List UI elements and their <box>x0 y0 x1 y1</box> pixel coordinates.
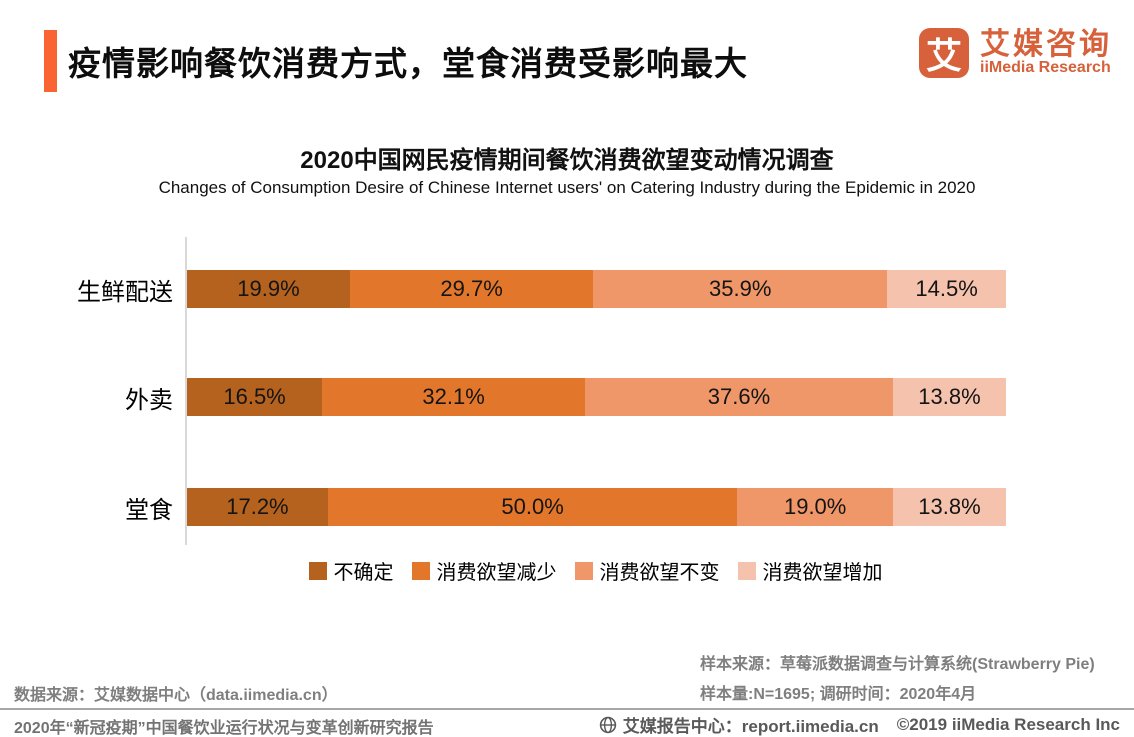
data-source-note: 数据来源：艾媒数据中心（data.iimedia.cn） <box>14 687 338 704</box>
legend-label: 不确定 <box>333 562 394 584</box>
bar-segment: 13.8% <box>892 378 1006 416</box>
report-title: 2020年“新冠疫期”中国餐饮业运行状况与变革创新研究报告 <box>14 720 434 737</box>
bar-segment: 50.0% <box>327 488 738 526</box>
sample-notes: 样本来源：草莓派数据调查与计算系统(Strawberry Pie) 样本量:N=… <box>700 650 1095 709</box>
category-label: 堂食 <box>125 496 173 524</box>
bar-segment: 14.5% <box>887 270 1006 308</box>
sample-source-note: 样本来源：草莓派数据调查与计算系统(Strawberry Pie) <box>700 656 1095 673</box>
bar-segment: 19.9% <box>187 270 350 308</box>
bar-segment: 16.5% <box>187 378 323 416</box>
bar-segment: 13.8% <box>892 488 1006 526</box>
bar-row: 堂食 17.2% 50.0% 19.0% 13.8% <box>125 488 1006 526</box>
legend-swatch <box>411 561 430 580</box>
legend-item: 消费欲望不变 <box>574 556 720 585</box>
legend-item: 消费欲望增加 <box>737 556 883 585</box>
iimedia-logo: 艾 艾媒咨询 iiMedia Research <box>919 28 1112 78</box>
legend-label: 消费欲望不变 <box>599 562 720 584</box>
bar-segment: 29.7% <box>349 270 594 308</box>
legend-swatch <box>574 561 593 580</box>
chart-legend: 不确定 消费欲望减少 消费欲望不变 消费欲望增加 <box>185 556 1006 585</box>
bar-segment: 17.2% <box>187 488 328 526</box>
iimedia-logo-icon: 艾 <box>919 28 969 78</box>
bottom-divider <box>0 708 1134 710</box>
page-title: 疫情影响餐饮消费方式，堂食消费受影响最大 <box>68 45 748 82</box>
bar-segment: 32.1% <box>322 378 586 416</box>
logo-name-cn: 艾媒咨询 <box>980 27 1112 61</box>
logo-text: 艾媒咨询 iiMedia Research <box>980 29 1112 77</box>
bar-row: 生鲜配送 19.9% 29.7% 35.9% 14.5% <box>77 270 1006 308</box>
legend-label: 消费欲望增加 <box>762 562 883 584</box>
bar-segment: 37.6% <box>585 378 893 416</box>
sample-size-note: 样本量:N=1695; 调研时间：2020年4月 <box>700 685 977 703</box>
report-center-line: 艾媒报告中心：report.iimedia.cn ©2019 iiMedia R… <box>599 712 1120 737</box>
legend-swatch <box>737 561 756 580</box>
legend-item: 不确定 <box>308 556 394 585</box>
header-accent-bar <box>44 30 57 92</box>
chart-title: 2020中国网民疫情期间餐饮消费欲望变动情况调查 <box>300 147 834 174</box>
bar-chart: 生鲜配送 19.9% 29.7% 35.9% 14.5% 外卖 16.5% 32.1% 37.6… <box>77 237 1006 545</box>
report-center-url: 艾媒报告中心：report.iimedia.cn <box>622 717 879 736</box>
category-label: 生鲜配送 <box>77 278 173 306</box>
legend-item: 消费欲望减少 <box>411 556 557 585</box>
category-label: 外卖 <box>125 386 173 414</box>
logo-name-en: iiMedia Research <box>980 59 1111 77</box>
bar-segment: 19.0% <box>737 488 893 526</box>
chart-subtitle: Changes of Consumption Desire of Chinese… <box>158 178 976 197</box>
legend-swatch <box>308 561 327 580</box>
bar-row: 外卖 16.5% 32.1% 37.6% 13.8% <box>125 378 1006 416</box>
globe-icon <box>599 716 616 733</box>
legend-label: 消费欲望减少 <box>436 562 557 584</box>
copyright-text: ©2019 iiMedia Research Inc <box>896 714 1120 734</box>
bar-segment: 35.9% <box>593 270 888 308</box>
